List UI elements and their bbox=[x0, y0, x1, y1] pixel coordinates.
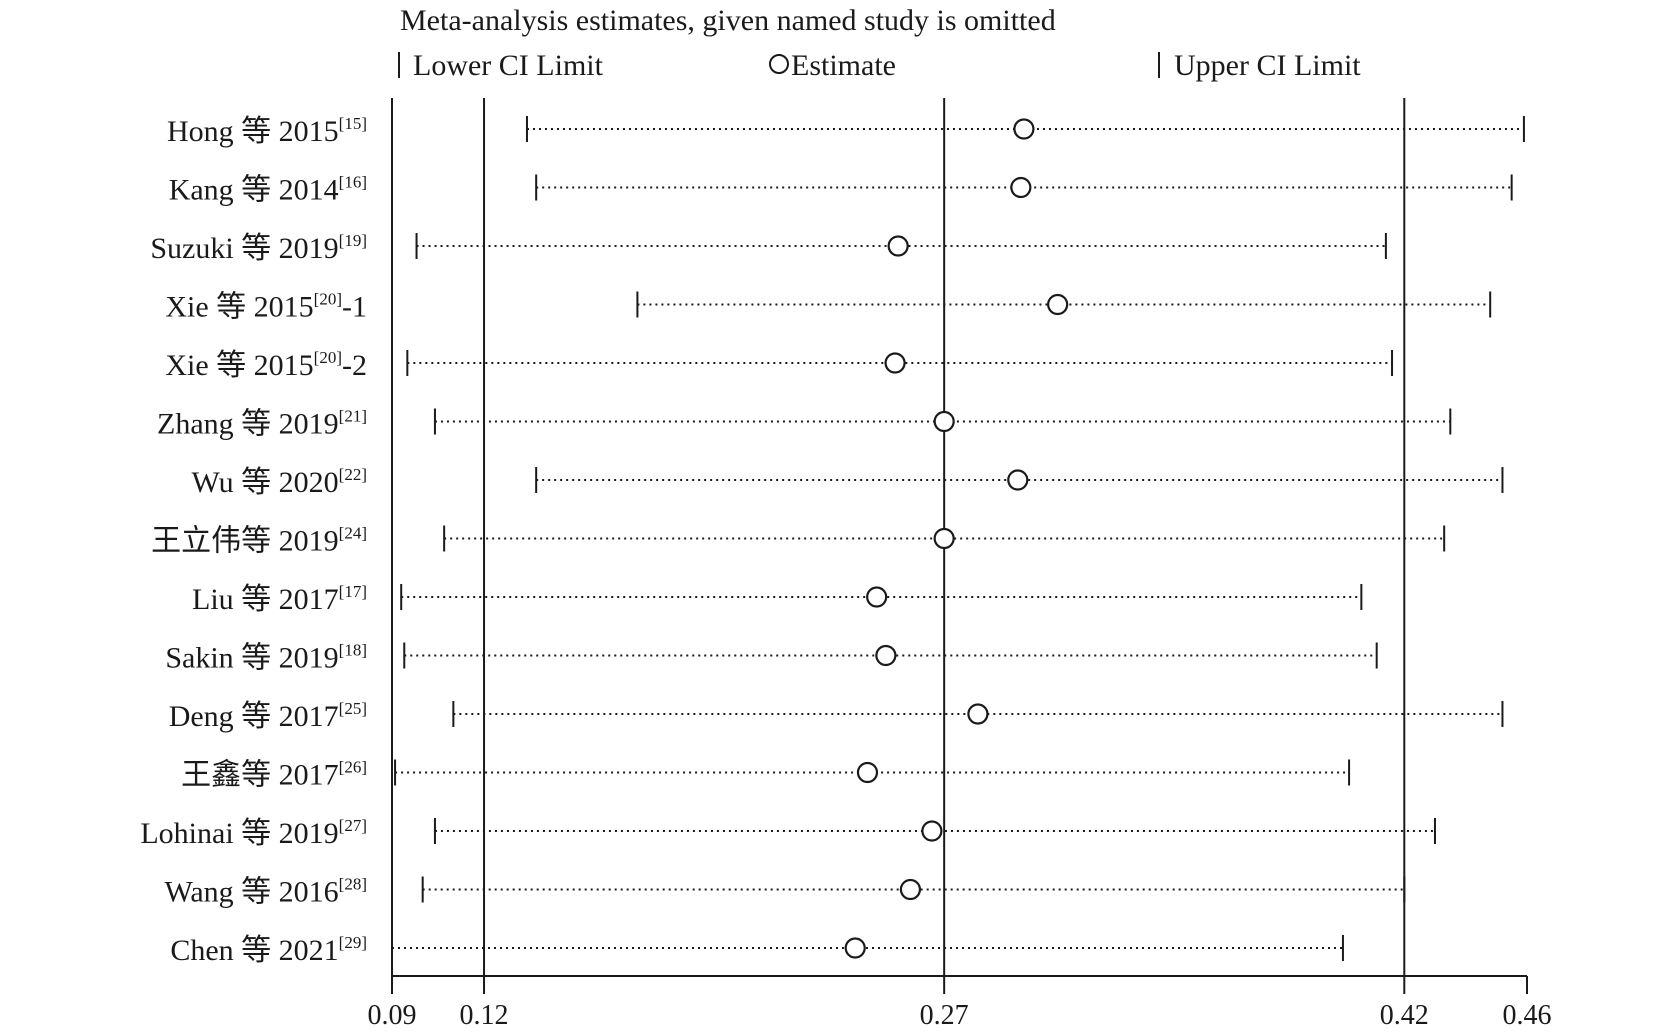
estimate-marker bbox=[933, 410, 955, 433]
study-label: Sakin 等 2019[18] bbox=[165, 641, 367, 675]
study-label: Lohinai 等 2019[27] bbox=[140, 816, 367, 850]
study-row: Kang 等 2014[16] bbox=[169, 173, 1513, 207]
plot-frame bbox=[391, 98, 1406, 976]
x-tick-label: 0.12 bbox=[460, 1000, 509, 1031]
study-row: Zhang 等 2019[21] bbox=[157, 407, 1452, 441]
chart-title: Meta-analysis estimates, given named stu… bbox=[400, 4, 1056, 37]
study-label: Xie 等 2015[20]-2 bbox=[165, 348, 367, 382]
study-label: 王鑫等 2017[26] bbox=[181, 758, 367, 792]
study-label: Kang 等 2014[16] bbox=[169, 173, 367, 207]
estimate-marker bbox=[856, 761, 879, 784]
study-label: Chen 等 2021[29] bbox=[170, 933, 367, 967]
study-row: Wu 等 2020[22] bbox=[192, 465, 1504, 499]
study-row: Lohinai 等 2019[27] bbox=[140, 816, 1436, 850]
estimate-marker bbox=[1010, 176, 1032, 199]
legend-lower-label: Lower CI Limit bbox=[413, 49, 604, 82]
study-row: Xie 等 2015[20]-1 bbox=[165, 290, 1492, 324]
study-label: Hong 等 2015[15] bbox=[167, 114, 367, 148]
study-row: Hong 等 2015[15] bbox=[167, 114, 1525, 148]
study-label: Zhang 等 2019[21] bbox=[157, 407, 367, 441]
estimate-marker bbox=[1047, 293, 1069, 316]
estimate-marker bbox=[866, 586, 888, 608]
study-row: Deng 等 2017[25] bbox=[169, 699, 1504, 733]
study-row: Suzuki 等 2019[19] bbox=[150, 231, 1387, 265]
legend-upper-label: Upper CI Limit bbox=[1174, 49, 1361, 82]
x-tick-label: 0.42 bbox=[1380, 1000, 1429, 1031]
study-rows: Hong 等 2015[15] Kang 等 2014[16] Suzuki 等 2… bbox=[140, 114, 1525, 967]
study-label: 王立伟等 2019[24] bbox=[151, 524, 367, 558]
estimate-marker bbox=[1013, 118, 1035, 140]
estimate-marker bbox=[899, 878, 922, 901]
x-tick-label: 0.09 bbox=[368, 1000, 417, 1031]
legend-estimate-label: Estimate bbox=[791, 49, 896, 82]
study-row: Liu 等 2017[17] bbox=[192, 582, 1363, 616]
study-row: 王鑫等 2017[26] bbox=[181, 758, 1351, 792]
estimate-marker bbox=[921, 820, 943, 842]
estimate-marker bbox=[933, 527, 955, 550]
x-tick-label: 0.46 bbox=[1503, 1000, 1552, 1031]
estimate-marker bbox=[875, 644, 897, 667]
estimate-marker bbox=[967, 703, 989, 725]
x-tick-label: 0.27 bbox=[920, 1000, 969, 1031]
study-row: Wang 等 2016[28] bbox=[164, 875, 1406, 909]
study-label: Wu 等 2020[22] bbox=[192, 465, 367, 499]
study-label: Liu 等 2017[17] bbox=[192, 582, 367, 616]
legend-estimate-marker bbox=[769, 54, 789, 74]
estimate-marker bbox=[844, 937, 866, 959]
estimate-marker bbox=[884, 352, 906, 374]
study-row: Chen 等 2021[29] bbox=[170, 933, 1344, 967]
study-row: Xie 等 2015[20]-2 bbox=[165, 348, 1394, 382]
study-row: Sakin 等 2019[18] bbox=[165, 641, 1378, 675]
estimate-marker bbox=[1007, 469, 1029, 491]
estimate-marker bbox=[887, 235, 909, 257]
study-row: 王立伟等 2019[24] bbox=[151, 524, 1446, 558]
study-label: Deng 等 2017[25] bbox=[169, 699, 367, 733]
x-axis: 0.09 0.12 0.27 0.42 0.46 bbox=[368, 975, 1552, 1031]
legend: Lower CI Limit Estimate Upper CI Limit bbox=[398, 49, 1361, 82]
study-label: Wang 等 2016[28] bbox=[164, 875, 367, 909]
study-label: Suzuki 等 2019[19] bbox=[150, 231, 367, 265]
study-label: Xie 等 2015[20]-1 bbox=[165, 290, 367, 324]
